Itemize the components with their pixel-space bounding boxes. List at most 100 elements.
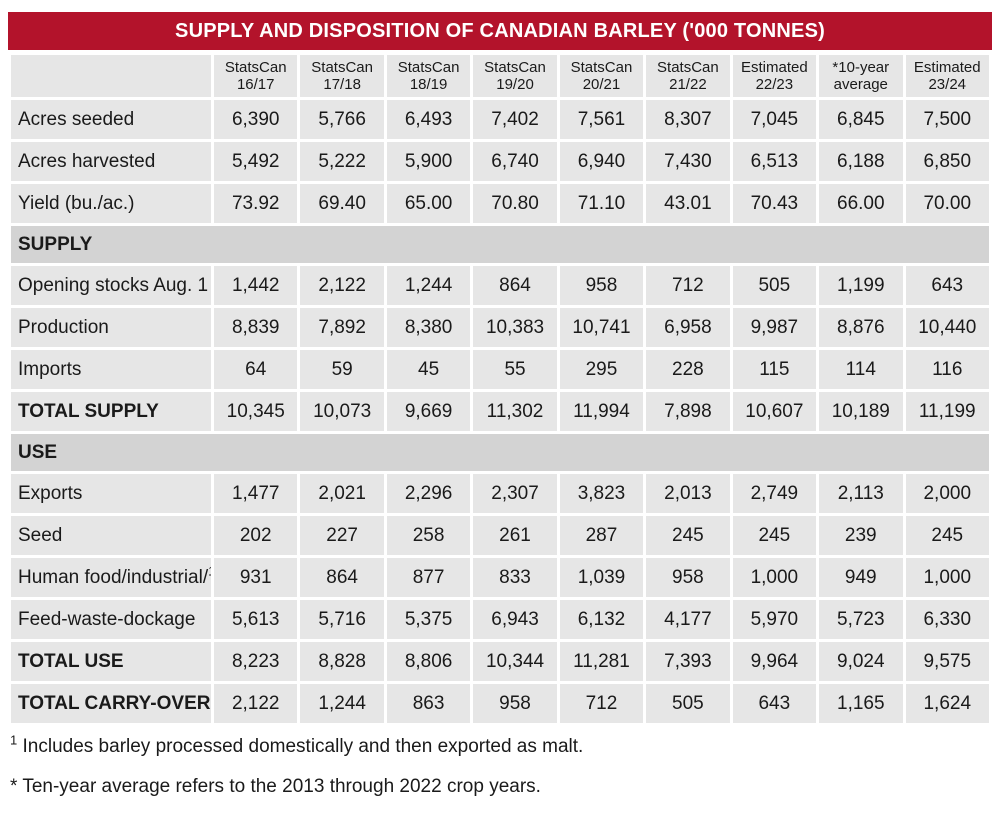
value-cell: 5,716 bbox=[300, 600, 384, 639]
section-header-row: SUPPLY bbox=[11, 226, 989, 263]
section-header-row: USE bbox=[11, 434, 989, 471]
value-cell: 833 bbox=[473, 558, 557, 597]
section-title: SUPPLY bbox=[11, 226, 989, 263]
row-label-cell: Exports bbox=[11, 474, 211, 513]
column-header: Estimated 22/23 bbox=[732, 55, 817, 97]
column-header-line1: Estimated bbox=[913, 59, 981, 76]
value-cell: 505 bbox=[646, 684, 730, 723]
value-cell: 8,380 bbox=[386, 308, 471, 347]
value-cell: 8,876 bbox=[819, 308, 903, 347]
column-header: StatsCan 18/19 bbox=[386, 55, 471, 97]
value-cell: 5,900 bbox=[386, 142, 471, 181]
value-cell: 116 bbox=[905, 350, 989, 389]
value-cell: 5,723 bbox=[819, 600, 903, 639]
value-cell: 69.40 bbox=[300, 184, 384, 223]
column-header-line1: StatsCan bbox=[484, 59, 546, 76]
table-row: Seed 202 227 258 261 287 245 245 239 245 bbox=[11, 516, 989, 555]
value-cell: 1,244 bbox=[386, 266, 471, 305]
value-cell: 114 bbox=[819, 350, 903, 389]
value-cell: 2,749 bbox=[732, 474, 817, 513]
row-label-cell: Acres harvested bbox=[11, 142, 211, 181]
row-label: Human food/industrial/ bbox=[18, 566, 209, 588]
value-cell: 3,823 bbox=[559, 474, 644, 513]
value-cell: 6,845 bbox=[819, 100, 903, 139]
value-cell: 877 bbox=[386, 558, 471, 597]
value-cell: 9,575 bbox=[905, 642, 989, 681]
value-cell: 66.00 bbox=[819, 184, 903, 223]
supply-disposition-table: StatsCan 16/17 StatsCan 17/18 StatsCan 18/19 S… bbox=[8, 52, 992, 726]
column-header: *10-year average bbox=[819, 55, 903, 97]
value-cell: 11,994 bbox=[559, 392, 644, 431]
column-header-line2: 18/19 bbox=[409, 76, 448, 93]
column-header: StatsCan 20/21 bbox=[559, 55, 644, 97]
column-header: StatsCan 17/18 bbox=[300, 55, 384, 97]
total-row: TOTAL CARRY-OVER 2,122 1,244 863 958 712 505 64… bbox=[11, 684, 989, 723]
column-header-line2: 21/22 bbox=[669, 76, 707, 93]
value-cell: 258 bbox=[386, 516, 471, 555]
row-label: Yield (bu./ac.) bbox=[18, 192, 135, 214]
value-cell: 10,344 bbox=[473, 642, 557, 681]
table-row: Production 8,839 7,892 8,380 10,383 10,741 6,9… bbox=[11, 308, 989, 347]
value-cell: 1,000 bbox=[905, 558, 989, 597]
footnote-marker: 1 bbox=[208, 563, 211, 578]
value-cell: 1,199 bbox=[819, 266, 903, 305]
value-cell: 2,000 bbox=[905, 474, 989, 513]
column-header: Estimated 23/24 bbox=[905, 55, 989, 97]
value-cell: 1,039 bbox=[559, 558, 644, 597]
column-header-line1: StatsCan bbox=[397, 59, 460, 76]
value-cell: 6,958 bbox=[646, 308, 730, 347]
value-cell: 712 bbox=[559, 684, 644, 723]
row-label-cell: TOTAL CARRY-OVER bbox=[11, 684, 211, 723]
value-cell: 45 bbox=[386, 350, 471, 389]
column-header: StatsCan 16/17 bbox=[214, 55, 298, 97]
value-cell: 2,307 bbox=[473, 474, 557, 513]
value-cell: 9,669 bbox=[386, 392, 471, 431]
row-label: Acres seeded bbox=[18, 108, 135, 130]
value-cell: 958 bbox=[646, 558, 730, 597]
row-label: Exports bbox=[18, 482, 83, 504]
value-cell: 245 bbox=[905, 516, 989, 555]
value-cell: 8,307 bbox=[646, 100, 730, 139]
table-body: StatsCan 16/17 StatsCan 17/18 StatsCan 18/19 S… bbox=[11, 55, 989, 723]
value-cell: 287 bbox=[559, 516, 644, 555]
value-cell: 71.10 bbox=[559, 184, 644, 223]
value-cell: 2,113 bbox=[819, 474, 903, 513]
value-cell: 65.00 bbox=[386, 184, 471, 223]
value-cell: 8,839 bbox=[214, 308, 298, 347]
footnote-2-text: Ten-year average refers to the 2013 thro… bbox=[22, 776, 541, 797]
value-cell: 6,740 bbox=[473, 142, 557, 181]
total-row: TOTAL USE 8,223 8,828 8,806 10,344 11,281 7,39… bbox=[11, 642, 989, 681]
value-cell: 6,330 bbox=[905, 600, 989, 639]
column-header-line2: 20/21 bbox=[582, 76, 621, 93]
value-cell: 10,607 bbox=[732, 392, 817, 431]
value-cell: 70.00 bbox=[905, 184, 989, 223]
value-cell: 863 bbox=[386, 684, 471, 723]
row-label: Opening stocks Aug. 1 bbox=[18, 274, 209, 296]
value-cell: 10,189 bbox=[819, 392, 903, 431]
footnote-1-text: Includes barley processed domestically a… bbox=[22, 736, 584, 757]
value-cell: 2,122 bbox=[214, 684, 298, 723]
value-cell: 59 bbox=[300, 350, 384, 389]
section-title: USE bbox=[11, 434, 989, 471]
row-label-cell: Imports bbox=[11, 350, 211, 389]
column-header-line2: 16/17 bbox=[236, 76, 275, 93]
value-cell: 1,165 bbox=[819, 684, 903, 723]
column-header-line2: average bbox=[833, 76, 888, 93]
value-cell: 2,122 bbox=[300, 266, 384, 305]
value-cell: 55 bbox=[473, 350, 557, 389]
value-cell: 10,741 bbox=[559, 308, 644, 347]
value-cell: 261 bbox=[473, 516, 557, 555]
value-cell: 931 bbox=[214, 558, 298, 597]
value-cell: 295 bbox=[559, 350, 644, 389]
value-cell: 5,492 bbox=[214, 142, 298, 181]
value-cell: 10,383 bbox=[473, 308, 557, 347]
row-label: TOTAL USE bbox=[18, 650, 124, 672]
value-cell: 864 bbox=[300, 558, 384, 597]
value-cell: 6,943 bbox=[473, 600, 557, 639]
row-label-cell: TOTAL SUPPLY bbox=[11, 392, 211, 431]
row-label: TOTAL SUPPLY bbox=[18, 400, 159, 422]
footnote-2-mark: * bbox=[10, 776, 18, 797]
table-row: Imports 64 59 45 55 295 228 115 114 116 bbox=[11, 350, 989, 389]
footnote-1: 1 Includes barley processed domestically… bbox=[10, 734, 584, 758]
